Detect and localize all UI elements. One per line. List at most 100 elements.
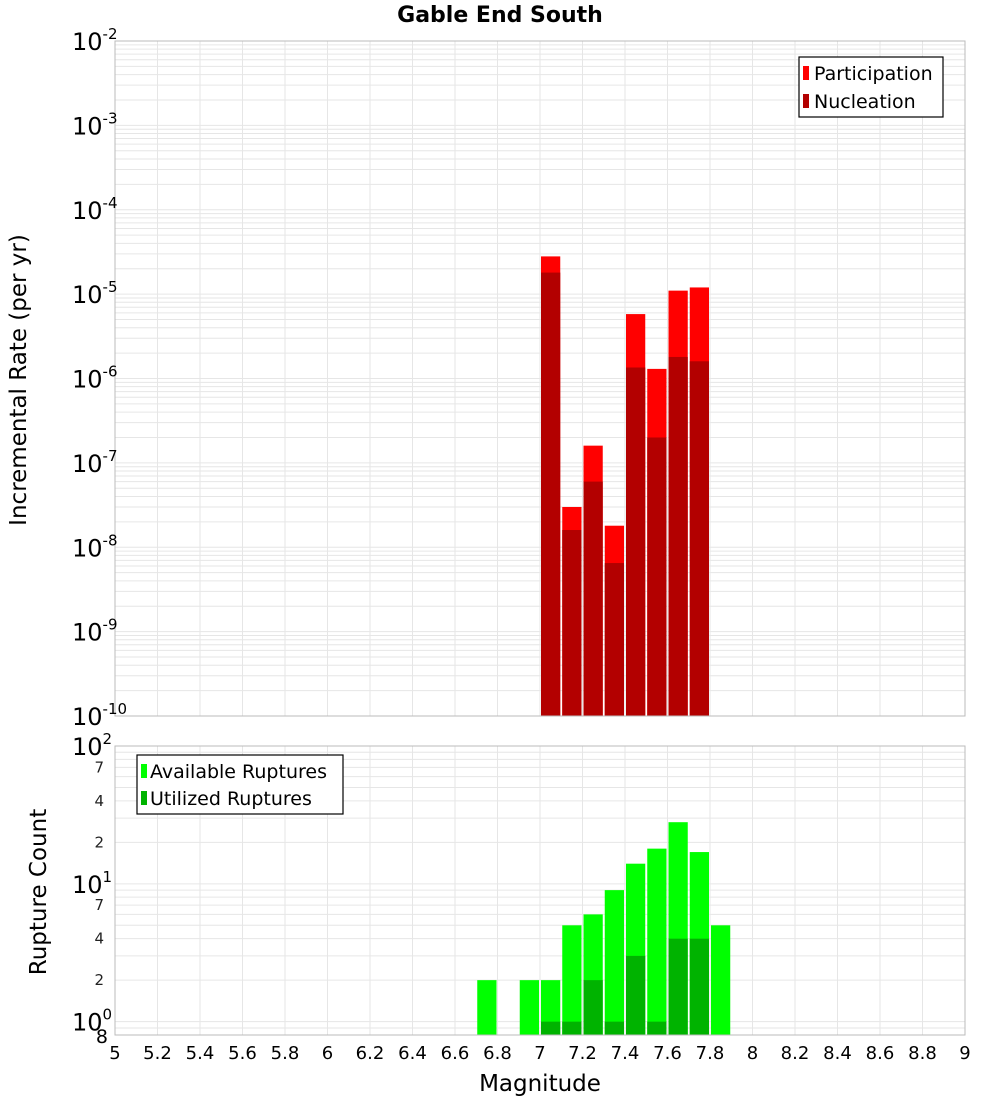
utilized-bar — [583, 980, 603, 1035]
x-tick-label: 8.8 — [908, 1043, 937, 1064]
available-bar — [519, 980, 539, 1035]
rate-y-tick-base: 10 — [72, 619, 103, 647]
x-tick-label: 8.6 — [866, 1043, 895, 1064]
x-tick-label: 5 — [109, 1043, 120, 1064]
rate-bars — [541, 256, 709, 716]
rate-legend-box — [798, 56, 944, 118]
x-tick-label: 8.2 — [781, 1043, 810, 1064]
utilized-legend-swatch — [141, 791, 147, 805]
participation-legend-swatch — [803, 66, 809, 80]
x-tick-label: 8 — [747, 1043, 758, 1064]
x-tick-label: 6.6 — [441, 1043, 470, 1064]
count-y-axis-label: Rupture Count — [26, 809, 52, 975]
nucleation-bar — [604, 563, 624, 716]
rate-y-tick-exponent: -3 — [103, 109, 118, 127]
nucleation-legend-label: Nucleation — [814, 91, 916, 113]
available-bar — [647, 848, 667, 1035]
x-tick-label: 6.4 — [398, 1043, 427, 1064]
rate-y-tick-label: 10-7 — [72, 447, 118, 478]
chart-title: Gable End South — [397, 3, 603, 28]
count-y-minor-tick-label: 8 — [96, 1026, 108, 1048]
rate-y-tick-exponent: -9 — [103, 616, 118, 634]
x-tick-label: 7.4 — [611, 1043, 640, 1064]
rate-y-tick-base: 10 — [72, 703, 103, 731]
rate-y-tick-label: 10-10 — [72, 700, 127, 731]
utilized-bar — [668, 938, 688, 1035]
rate-y-tick-exponent: -4 — [103, 194, 118, 212]
x-tick-label: 5.2 — [143, 1043, 172, 1064]
rate-y-tick-exponent: -5 — [103, 278, 118, 296]
count-y-tick-label: 102 — [72, 730, 112, 761]
rate-y-tick-label: 10-8 — [72, 531, 118, 562]
count-y-tick-base: 10 — [72, 733, 103, 761]
x-tick-label: 6.8 — [483, 1043, 512, 1064]
x-tick-label: 7 — [534, 1043, 545, 1064]
rate-y-tick-label: 10-6 — [72, 363, 118, 394]
nucleation-bar — [541, 272, 561, 716]
rate-y-tick-exponent: -8 — [103, 531, 118, 549]
utilized-bar — [562, 1021, 582, 1035]
available-bar — [711, 925, 731, 1035]
x-tick-label: 7.6 — [653, 1043, 682, 1064]
count-y-minor-tick-label: 4 — [94, 930, 104, 948]
rate-y-tick-exponent: -2 — [103, 25, 118, 43]
count-y-tick-exponent: 0 — [103, 1006, 113, 1024]
x-tick-label: 5.8 — [271, 1043, 300, 1064]
utilized-legend-label: Utilized Ruptures — [150, 788, 312, 810]
rate-y-tick-label: 10-4 — [72, 194, 118, 225]
rate-y-tick-base: 10 — [72, 366, 103, 394]
rate-y-tick-label: 10-2 — [72, 25, 118, 56]
nucleation-bar — [562, 530, 582, 716]
rate-y-tick-base: 10 — [72, 112, 103, 140]
available-bar — [541, 980, 561, 1035]
x-tick-label: 9 — [959, 1043, 970, 1064]
count-bars — [477, 822, 731, 1035]
x-tick-label: 5.6 — [228, 1043, 257, 1064]
rate-y-tick-base: 10 — [72, 197, 103, 225]
count-y-minor-tick-label: 7 — [94, 896, 104, 914]
utilized-bar — [604, 1021, 624, 1035]
available-bar — [604, 890, 624, 1035]
count-y-minor-tick-label: 7 — [94, 758, 104, 776]
count-y-tick-label: 100 — [72, 1006, 112, 1037]
x-tick-label: 6.2 — [356, 1043, 385, 1064]
rate-y-ticks: 10-210-310-410-510-610-710-810-910-10 — [72, 25, 127, 731]
count-legend-box — [136, 754, 344, 815]
rate-legend: Participation Nucleation — [798, 56, 944, 118]
rate-y-tick-label: 10-5 — [72, 278, 118, 309]
rate-plot-frame — [114, 40, 966, 717]
nucleation-bar — [689, 361, 709, 716]
nucleation-bar — [626, 367, 646, 716]
available-legend-swatch — [141, 764, 147, 778]
count-legend: Available Ruptures Utilized Ruptures — [136, 754, 344, 815]
nucleation-legend-swatch — [803, 94, 809, 108]
x-tick-label: 6 — [322, 1043, 333, 1064]
rate-y-tick-base: 10 — [72, 450, 103, 478]
x-axis-label: Magnitude — [479, 1071, 601, 1097]
rate-y-axis-label: Incremental Rate (per yr) — [6, 234, 32, 526]
available-bar — [562, 925, 582, 1035]
rate-y-tick-base: 10 — [72, 534, 103, 562]
count-y-minor-tick-label: 2 — [94, 971, 104, 989]
rate-grid — [114, 41, 966, 717]
available-legend-label: Available Ruptures — [150, 761, 327, 783]
rate-y-tick-base: 10 — [72, 28, 103, 56]
x-tick-label: 7.8 — [696, 1043, 725, 1064]
count-y-tick-exponent: 2 — [103, 730, 113, 748]
count-y-minor-tick-label: 4 — [94, 792, 104, 810]
nucleation-bar — [583, 481, 603, 716]
x-ticks: 5 5.2 5.4 5.6 5.8 6 6.2 6.4 6.6 6.8 7 7.2 7.4 7.6 7.8 8… — [109, 1043, 970, 1064]
rate-y-tick-exponent: -10 — [103, 700, 128, 718]
count-plot-frame — [114, 745, 966, 1036]
count-y-tick-label: 101 — [72, 868, 112, 899]
count-y-tick-base: 10 — [72, 1009, 103, 1037]
rate-plot: 10-210-310-410-510-610-710-810-910-10 Pa… — [72, 25, 966, 731]
rate-y-tick-label: 10-9 — [72, 616, 118, 647]
x-tick-label: 7.2 — [568, 1043, 597, 1064]
available-bar — [477, 980, 497, 1035]
rate-y-tick-label: 10-3 — [72, 109, 118, 140]
x-tick-label: 8.4 — [823, 1043, 852, 1064]
